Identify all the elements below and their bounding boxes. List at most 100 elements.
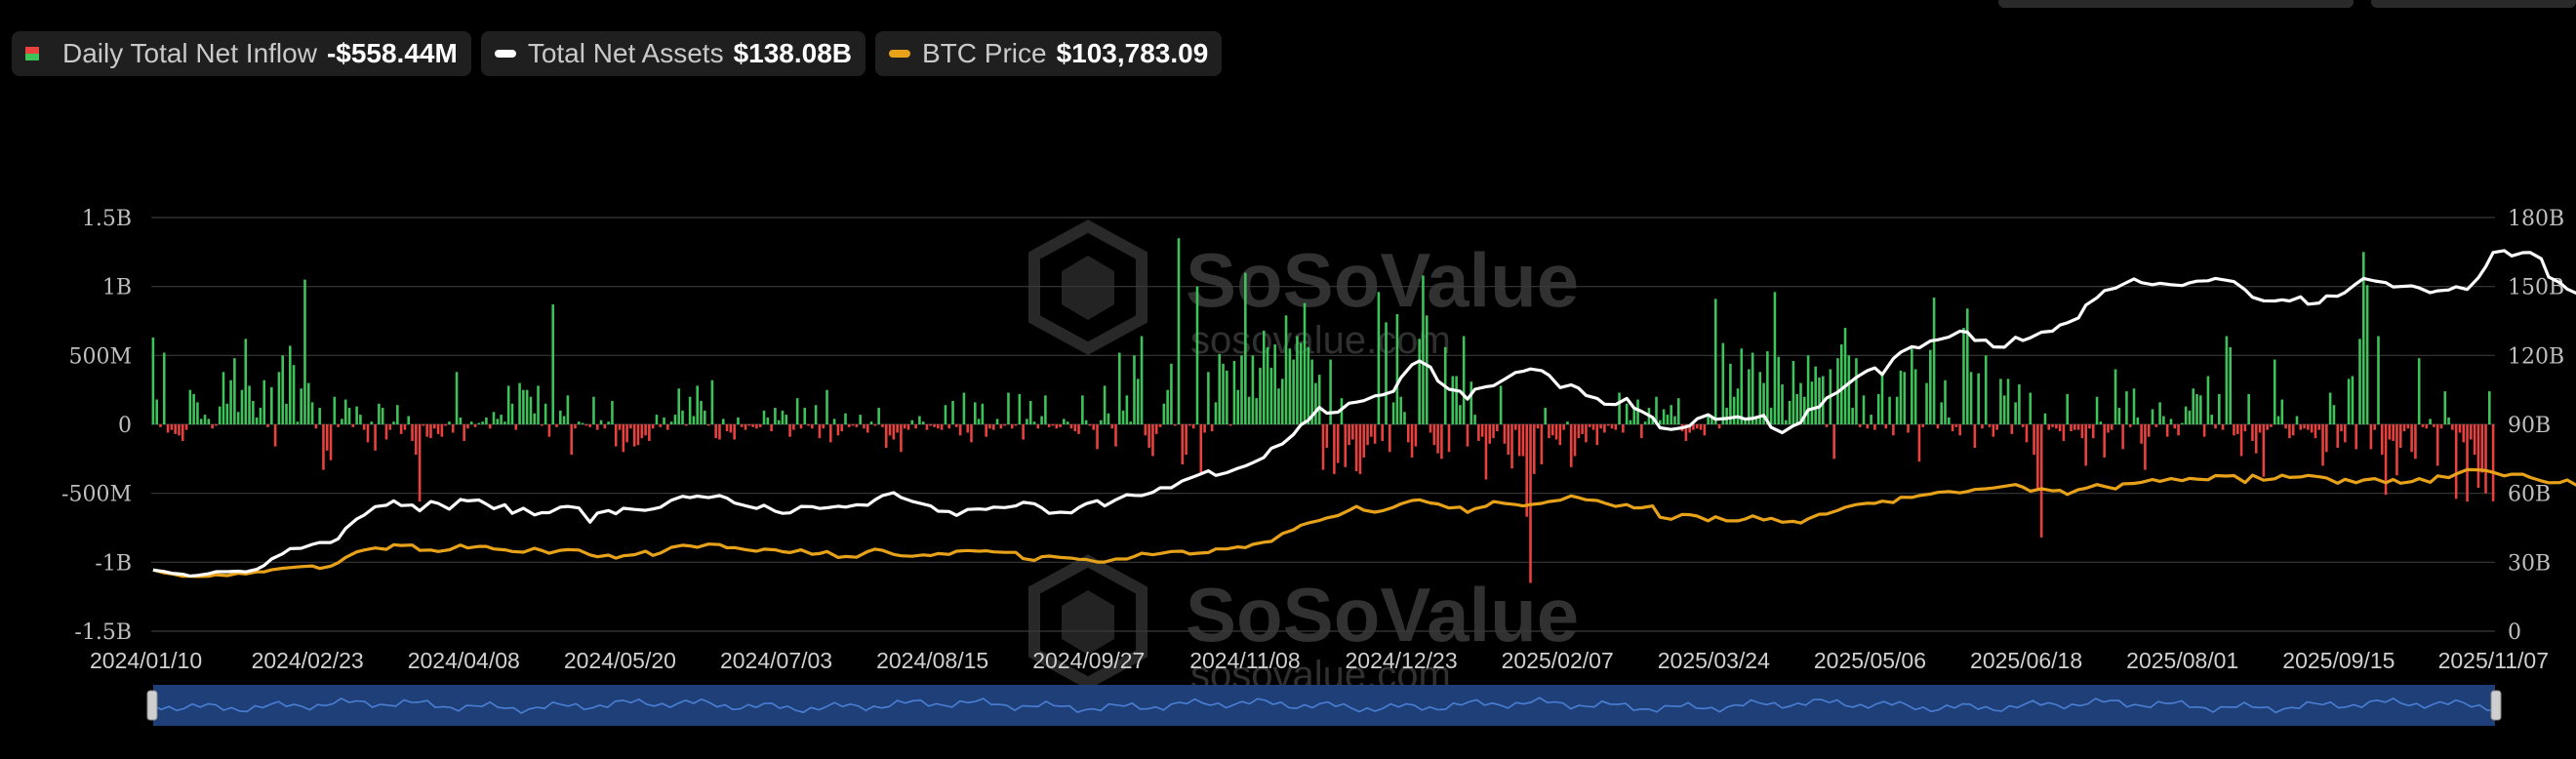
inflow-bar xyxy=(1884,424,1888,429)
watermark-brand: SoSoValue xyxy=(1186,237,1579,323)
inflow-bar xyxy=(2025,424,2029,443)
navigator-track[interactable] xyxy=(153,685,2495,726)
inflow-bar xyxy=(947,424,951,429)
legend-btc-price[interactable]: BTC Price $103,783.09 xyxy=(875,31,1223,76)
inflow-bar xyxy=(848,424,851,427)
inflow-bar xyxy=(2273,359,2276,424)
inflow-bar xyxy=(1514,424,1517,430)
inflow-bar xyxy=(1999,379,2002,424)
inflow-bar xyxy=(896,424,899,433)
inflow-bar xyxy=(640,424,644,439)
inflow-bar xyxy=(2491,424,2495,501)
inflow-bar xyxy=(318,408,321,424)
line-swatch-icon xyxy=(494,50,516,58)
inflow-bar xyxy=(422,424,425,426)
inflow-bar xyxy=(1136,379,1140,424)
inflow-bar xyxy=(636,424,640,446)
inflow-bar xyxy=(1077,424,1080,434)
inflow-bar xyxy=(937,424,940,429)
inflow-bar xyxy=(2039,424,2043,538)
inflow-bar xyxy=(2110,424,2113,430)
range-navigator[interactable] xyxy=(146,685,2502,726)
inflow-bar xyxy=(1666,415,1670,424)
inflow-bar xyxy=(314,424,318,429)
inflow-bar xyxy=(825,389,828,424)
inflow-bar xyxy=(1373,424,1377,444)
inflow-bar xyxy=(829,424,832,443)
legend-total-net-assets[interactable]: Total Net Assets $138.08B xyxy=(480,31,866,76)
inflow-bar xyxy=(836,424,840,436)
inflow-bar xyxy=(221,372,225,424)
inflow-bar xyxy=(1370,424,1373,437)
inflow-bar xyxy=(347,408,351,424)
inflow-bar xyxy=(863,424,865,429)
inflow-bar xyxy=(2076,424,2080,430)
inflow-bar xyxy=(1965,308,1969,424)
inflow-bar xyxy=(2347,379,2351,424)
inflow-bar xyxy=(655,415,659,424)
watermark-top: SoSoValue sosovalue.com xyxy=(1028,220,1579,362)
inflow-bar xyxy=(1100,419,1103,424)
inflow-bar xyxy=(584,424,588,426)
inflow-bar xyxy=(1422,275,1425,424)
inflow-bar xyxy=(2325,424,2328,453)
inflow-bar xyxy=(1729,363,1732,424)
inflow-bar xyxy=(603,424,607,429)
inflow-bar xyxy=(1088,424,1092,426)
top-control-stub-left[interactable] xyxy=(1998,0,2354,8)
inflow-bar xyxy=(2173,424,2177,429)
inflow-bar xyxy=(2251,424,2254,441)
inflow-bar xyxy=(1754,416,1758,424)
inflow-bar xyxy=(910,419,914,424)
inflow-bar xyxy=(2288,424,2291,439)
inflow-bar xyxy=(325,424,329,451)
inflow-bar xyxy=(1455,376,1458,424)
inflow-bar xyxy=(151,337,155,424)
inflow-bar xyxy=(2095,396,2099,424)
inflow-bar xyxy=(822,424,825,429)
inflow-bar xyxy=(718,424,721,440)
inflow-bar xyxy=(2480,424,2484,473)
inflow-bar xyxy=(233,358,236,424)
inflow-bar xyxy=(1699,424,1703,430)
x-axis-date-label: 2024/04/08 xyxy=(408,648,520,673)
inflow-bar xyxy=(248,385,251,424)
inflow-bar xyxy=(1769,408,1773,424)
inflow-bar xyxy=(1269,368,1273,424)
inflow-bar xyxy=(1717,424,1721,429)
inflow-bar xyxy=(1588,424,1591,427)
top-control-stub-right[interactable] xyxy=(2371,0,2576,8)
inflow-bar xyxy=(196,402,199,424)
x-axis-date-label: 2025/11/07 xyxy=(2438,648,2549,673)
inflow-bar xyxy=(2362,252,2365,424)
inflow-bar xyxy=(562,416,566,424)
inflow-bar xyxy=(2344,424,2347,443)
inflow-bar xyxy=(2128,424,2132,427)
inflow-bar xyxy=(1673,416,1676,424)
inflow-bar xyxy=(2328,392,2332,424)
inflow-bar xyxy=(488,424,492,429)
navigator-right-handle[interactable] xyxy=(2490,690,2502,721)
inflow-bar xyxy=(188,389,192,424)
inflow-bar xyxy=(648,424,651,441)
legend-daily-net-inflow[interactable]: Daily Total Net Inflow -$558.44M xyxy=(12,31,471,76)
inflow-bar xyxy=(1992,424,1995,437)
inflow-bar xyxy=(1911,348,1913,424)
inflow-bar xyxy=(1818,377,1821,424)
inflow-bar xyxy=(1459,405,1462,424)
inflow-bar xyxy=(333,396,337,424)
inflow-bar xyxy=(611,400,614,424)
inflow-bar xyxy=(2417,358,2421,424)
navigator-left-handle[interactable] xyxy=(146,690,158,721)
inflow-bar xyxy=(1251,355,1255,424)
inflow-bar xyxy=(415,424,418,456)
inflow-bar xyxy=(1081,395,1084,424)
inflow-bar xyxy=(1195,286,1199,424)
inflow-bar xyxy=(792,424,795,430)
inflow-bar xyxy=(944,405,947,424)
inflow-bar xyxy=(755,424,758,429)
x-axis-date-label: 2025/06/18 xyxy=(1970,648,2082,673)
inflow-bar xyxy=(1107,413,1110,424)
watermark-url: sosovalue.com xyxy=(1190,319,1451,362)
inflow-bar xyxy=(795,398,799,424)
